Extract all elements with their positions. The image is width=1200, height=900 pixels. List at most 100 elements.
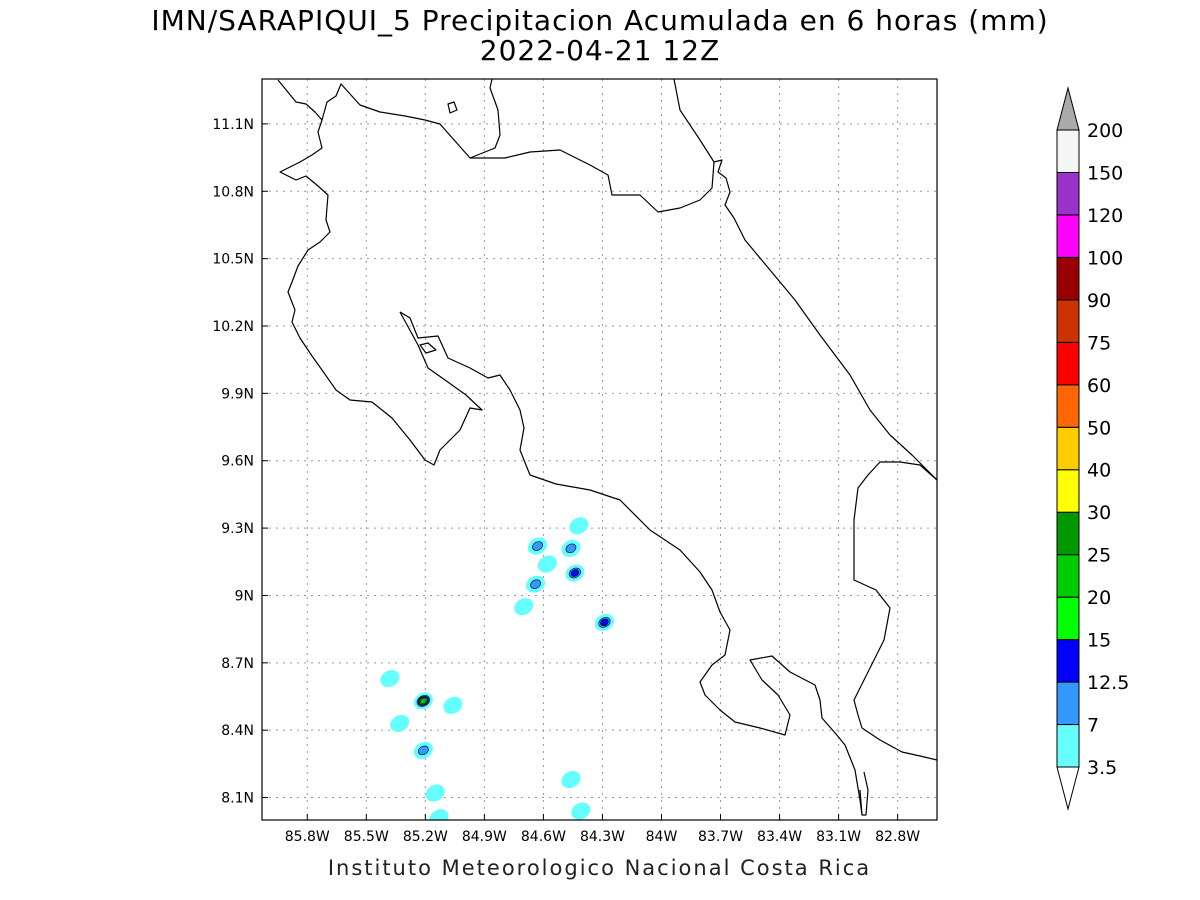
precip-contour [569,517,589,535]
colorbar-swatch [1056,554,1080,598]
colorbar-legend: 3.5 7 12.5 15 20 25 30 40 50 60 75 90 100 120 150 200 [1056,86,1129,811]
lon-tick-label: 84.3W [580,829,625,845]
colorbar-label: 40 [1087,460,1111,482]
burica-peninsula [861,727,937,761]
colorbar-label: 3.5 [1087,757,1117,779]
caribbean-coast [470,149,937,481]
precip-cell [537,555,557,573]
colorbar-swatch [1056,171,1080,216]
colorbar-swatch [1056,469,1080,513]
map-frame [261,78,938,821]
colorbar-under-arrow [1056,766,1080,811]
colorbar-over-arrow [1056,86,1080,131]
lat-tick-label: 10.2N [212,319,254,335]
lon-tick-label: 84.9W [462,829,507,845]
colorbar-swatch [1056,214,1080,258]
precip-cell [565,564,585,582]
precip-contour [418,745,429,756]
lon-tick-label: 85.2W [403,829,448,845]
precip-cell [514,598,534,616]
precip-contour [571,802,591,820]
latitude-tick-labels: 11.1N 10.8N 10.5N 10.2N 9.9N 9.6N 9.3N 9N 8.7N 8.… [212,117,268,807]
colorbar-swatch [1056,426,1080,471]
colorbar-swatch [1056,596,1080,641]
colorbar-label: 200 [1087,120,1123,142]
lon-tick-label: 83.7W [698,829,743,845]
colorbar-swatch [1056,256,1080,301]
colorbar-label: 30 [1087,502,1111,524]
lat-tick-label: 8.4N [221,723,254,739]
map-title: IMN/SARAPIQUI_5 Precipitacion Acumulada … [151,4,1049,37]
precip-cell [571,802,591,820]
colorbar-label: 120 [1087,205,1123,227]
precip-contour [600,618,609,627]
colorbar-label: 50 [1087,417,1111,439]
lat-tick-label: 8.7N [221,656,254,672]
gulf-of-nicoya [399,311,863,816]
precip-contour [390,714,410,732]
precip-cell [561,771,581,789]
precip-cell [380,669,400,688]
caribbean-coast-north [673,79,715,163]
precip-cell [443,696,463,715]
colorbar-label: 100 [1087,247,1123,269]
lon-tick-label: 85.8W [285,829,330,845]
lat-tick-label: 11.1N [212,117,254,133]
lon-tick-label: 82.8W [875,829,920,845]
colorbar-label: 25 [1087,545,1111,567]
colorbar-swatch [1056,299,1080,343]
burica-south [859,771,869,816]
precip-contour [443,696,463,715]
precip-contour [532,541,543,551]
colorbar-swatch [1056,639,1080,683]
precip-contour [530,579,541,589]
lon-tick-label: 84W [646,829,678,845]
precip-cell [413,741,433,759]
precip-contour [565,543,577,554]
colorbar-label: 15 [1087,630,1111,652]
precip-contour [380,669,400,688]
lat-tick-label: 9.6N [221,454,254,470]
lon-tick-label: 83.1W [816,829,861,845]
lat-tick-label: 9.3N [221,521,254,537]
lat-tick-label: 8.1N [221,791,254,807]
colorbar-label: 150 [1087,162,1123,184]
precip-cell [526,575,546,593]
precip-cell [594,613,614,631]
precip-cell [429,809,449,820]
colorbar-label: 12.5 [1087,672,1129,694]
footer-credit: Instituto Meteorologico Nacional Costa R… [327,856,872,880]
precip-contour [561,771,581,789]
precip-cell [390,714,410,732]
precip-cell [527,537,548,555]
chira-island [419,342,437,354]
precip-cell [413,692,433,710]
precip-contour [570,569,580,577]
lon-tick-label: 85.5W [344,829,389,845]
colorbar-label: 60 [1087,375,1111,397]
map-frame-background [262,79,937,820]
precip-contour [429,809,449,820]
precip-contour [425,784,445,802]
lat-tick-label: 9N [235,588,254,604]
colorbar-swatch [1056,341,1080,386]
coastline [277,79,937,816]
precip-cell [425,784,445,802]
colorbar-swatch [1056,129,1080,173]
precip-cell [561,539,581,557]
precip-contour [420,698,427,704]
longitude-tick-labels: 85.8W 85.5W 85.2W 84.9W 84.6W 84.3W 84W 83.7W 83… [285,814,920,845]
lat-tick-label: 10.8N [212,184,254,200]
lake-nicaragua-shore [277,79,501,159]
precip-contour [537,555,557,573]
colorbar-swatch [1056,511,1080,556]
lat-tick-label: 9.9N [221,386,254,402]
lon-tick-label: 84.6W [521,829,566,845]
island-islet [447,101,458,114]
colorbar-swatch [1056,724,1080,768]
map-subtitle-datetime: 2022-04-21 12Z [479,34,721,67]
colorbar-swatch [1056,384,1080,428]
colorbar-swatch [1056,681,1080,726]
precip-cell [569,517,589,535]
